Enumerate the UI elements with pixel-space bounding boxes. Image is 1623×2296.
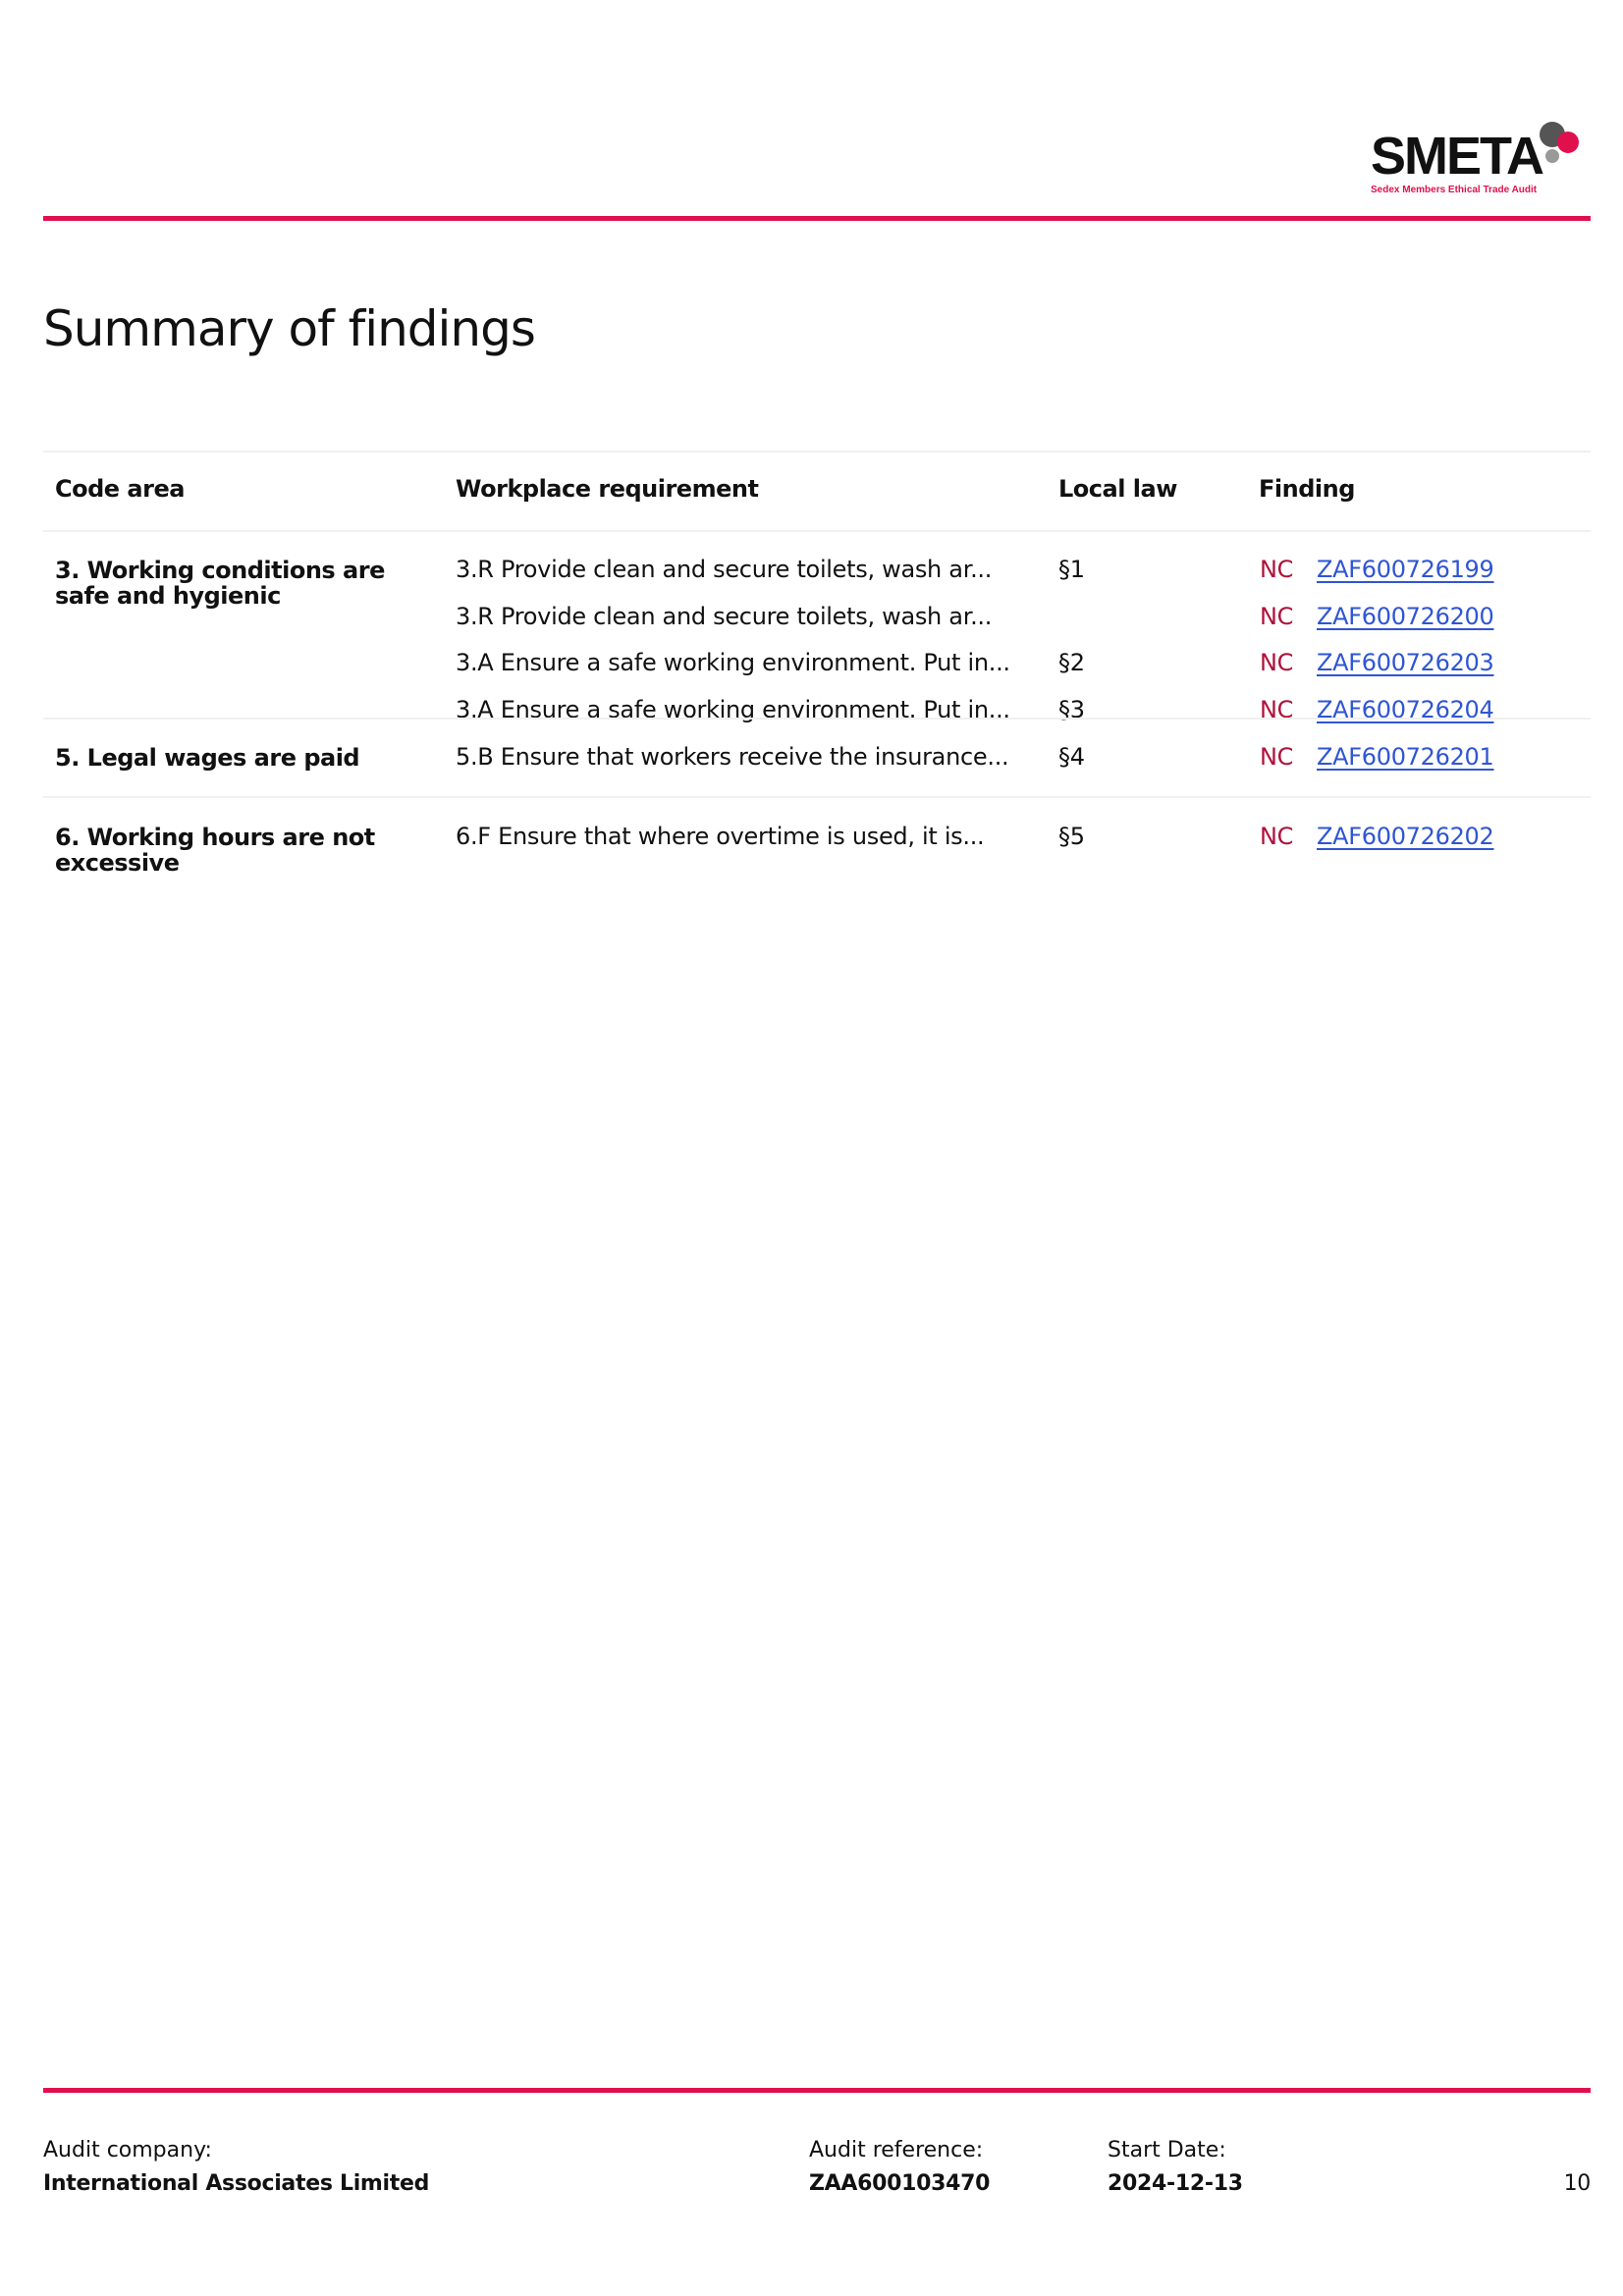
start-date: 2024-12-13	[1108, 2171, 1243, 2196]
workplace-requirement: 3.R Provide clean and secure toilets, wa…	[456, 556, 993, 583]
finding-link[interactable]: ZAF600726201	[1317, 743, 1494, 771]
row-divider	[43, 796, 1591, 798]
audit-reference-label: Audit reference:	[809, 2138, 984, 2163]
logo-dot-grey	[1545, 149, 1559, 163]
code-area: 6. Working hours are not excessive	[55, 824, 375, 877]
page-number: 10	[1563, 2171, 1592, 2196]
header-code-area: Code area	[55, 475, 185, 503]
logo-dot-pink	[1557, 132, 1579, 153]
finding-link[interactable]: ZAF600726203	[1317, 649, 1494, 677]
header-finding: Finding	[1259, 475, 1355, 503]
audit-reference: ZAA600103470	[809, 2171, 991, 2196]
finding-status-badge: NC	[1260, 823, 1294, 850]
finding-status-badge: NC	[1260, 743, 1294, 771]
workplace-requirement: 3.A Ensure a safe working environment. P…	[456, 649, 1010, 677]
finding-status-badge: NC	[1260, 649, 1294, 677]
table-top-border	[43, 451, 1591, 453]
finding-status-badge: NC	[1260, 556, 1294, 583]
logo-subtitle: Sedex Members Ethical Trade Audit	[1371, 185, 1538, 195]
logo-wordmark: SMETA	[1371, 127, 1544, 186]
footer-divider	[43, 2088, 1591, 2093]
header-divider	[43, 216, 1591, 221]
workplace-requirement: 5.B Ensure that workers receive the insu…	[456, 743, 1009, 771]
workplace-requirement: 6.F Ensure that where overtime is used, …	[456, 823, 985, 850]
finding-link[interactable]: ZAF600726200	[1317, 602, 1494, 630]
finding-link[interactable]: ZAF600726202	[1317, 823, 1494, 850]
code-area: 5. Legal wages are paid	[55, 744, 360, 772]
row-divider	[43, 718, 1591, 720]
header-local-law: Local law	[1058, 475, 1177, 503]
header-workplace-requirement: Workplace requirement	[456, 475, 759, 503]
audit-company: International Associates Limited	[43, 2171, 430, 2196]
start-date-label: Start Date:	[1108, 2138, 1226, 2163]
local-law: §5	[1058, 823, 1085, 850]
header-bottom-border	[43, 530, 1591, 532]
code-area: 3. Working conditions are safe and hygie…	[55, 557, 385, 610]
audit-company-label: Audit company:	[43, 2138, 212, 2163]
local-law: §1	[1058, 556, 1085, 583]
local-law: §4	[1058, 743, 1085, 771]
finding-link[interactable]: ZAF600726199	[1317, 556, 1494, 583]
local-law: §2	[1058, 649, 1085, 677]
finding-status-badge: NC	[1260, 602, 1294, 630]
workplace-requirement: 3.R Provide clean and secure toilets, wa…	[456, 602, 993, 630]
smeta-logo: SMETA Sedex Members Ethical Trade Audit	[1367, 118, 1593, 198]
page-title: Summary of findings	[43, 300, 536, 357]
